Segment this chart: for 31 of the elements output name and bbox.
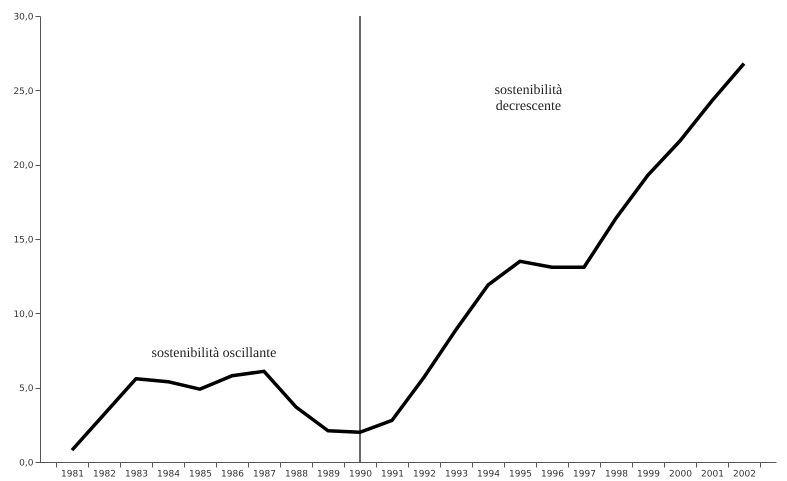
x-tick-label: 2002 <box>733 470 756 480</box>
x-tick-label: 1981 <box>61 470 84 480</box>
x-tick-label: 1991 <box>381 470 404 480</box>
x-tick-label: 1989 <box>317 470 340 480</box>
x-tick-label: 1993 <box>445 470 468 480</box>
x-tick-label: 1995 <box>509 470 532 480</box>
x-tick-label: 1999 <box>637 470 660 480</box>
x-tick-label: 1983 <box>125 470 148 480</box>
y-tick-label: 20,0 <box>13 161 34 172</box>
y-tick-label: 5,0 <box>19 384 34 394</box>
annotation: sostenibilità oscillante <box>151 346 276 362</box>
x-tick-label: 1997 <box>573 470 596 480</box>
x-tick-label: 1985 <box>189 470 212 480</box>
x-tick-label: 1986 <box>221 470 244 480</box>
x-tick-label: 1998 <box>605 470 628 480</box>
x-tick-label: 1996 <box>541 470 564 480</box>
x-tick-label: 2001 <box>701 470 724 480</box>
y-tick-label: 10,0 <box>13 310 34 320</box>
y-tick-label: 0,0 <box>19 458 34 468</box>
x-tick-label: 1982 <box>93 470 116 480</box>
y-tick-label: 25,0 <box>13 86 34 97</box>
x-tick-label: 1987 <box>253 470 276 480</box>
y-tick-label: 30,0 <box>13 12 34 22</box>
x-tick-label: 1990 <box>349 470 372 480</box>
x-tick-label: 1992 <box>413 470 436 480</box>
x-tick-label: 1984 <box>157 470 180 480</box>
annotation: sostenibilità decrescente <box>494 82 564 114</box>
x-tick-label: 1988 <box>285 470 308 480</box>
x-tick-label: 1994 <box>477 470 500 480</box>
x-tick-label: 2000 <box>669 470 692 480</box>
y-tick-label: 15,0 <box>13 236 34 246</box>
